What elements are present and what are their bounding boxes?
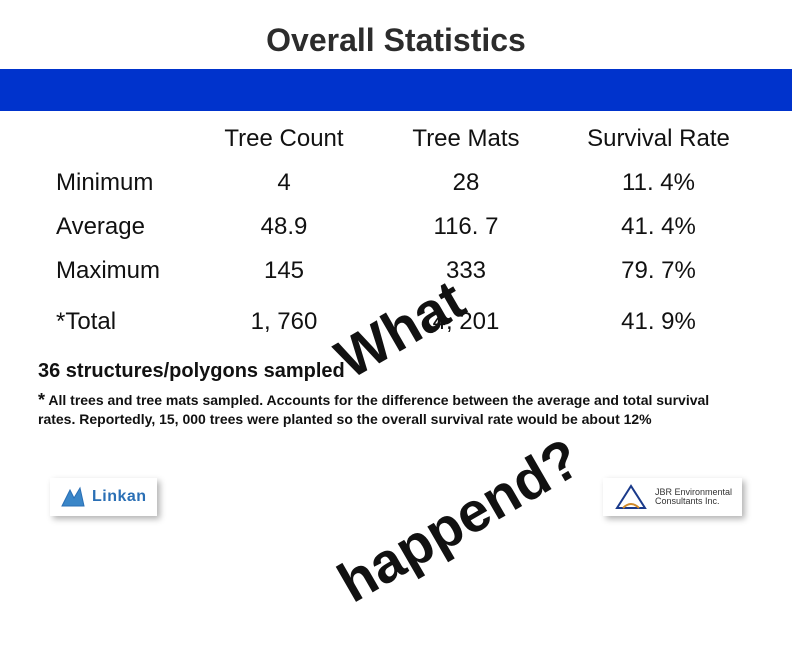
cell-survival: 41. 4%	[571, 205, 746, 249]
jbr-mark-icon	[613, 482, 649, 512]
logo-linkan: Linkan	[50, 478, 157, 516]
logo-bar: Linkan JBR Environmental Consultants Inc…	[0, 478, 792, 516]
logo-jbr: JBR Environmental Consultants Inc.	[603, 478, 742, 516]
overlay-line2: happend?	[327, 425, 591, 615]
cell-treemats: 116. 7	[361, 205, 571, 249]
row-label: *Total	[46, 293, 207, 342]
cell-treemats: 333	[361, 249, 571, 293]
footnote-main: 36 structures/polygons sampled	[0, 342, 792, 387]
stats-table-wrap: Tree Count Tree Mats Survival Rate Minim…	[0, 111, 792, 342]
cell-treecnt: 48.9	[207, 205, 361, 249]
cell-survival: 79. 7%	[571, 249, 746, 293]
cell-survival: 11. 4%	[571, 161, 746, 205]
cell-treemats: 28	[361, 161, 571, 205]
footnote-star: *	[38, 390, 45, 410]
table-row: Average 48.9 116. 7 41. 4%	[46, 205, 746, 249]
col-header-survival: Survival Rate	[571, 111, 746, 161]
stats-table: Tree Count Tree Mats Survival Rate Minim…	[46, 111, 746, 342]
header-band	[0, 69, 792, 111]
col-header-treemats: Tree Mats	[361, 111, 571, 161]
table-row: Maximum 145 333 79. 7%	[46, 249, 746, 293]
row-label: Minimum	[46, 161, 207, 205]
table-header-row: Tree Count Tree Mats Survival Rate	[46, 111, 746, 161]
table-row-total: *Total 1, 760 4, 201 41. 9%	[46, 293, 746, 342]
linkan-mark-icon	[60, 486, 86, 508]
cell-treemats: 4, 201	[361, 293, 571, 342]
row-label: Maximum	[46, 249, 207, 293]
logo-jbr-line2: Consultants Inc.	[655, 497, 732, 506]
cell-treecnt: 145	[207, 249, 361, 293]
logo-linkan-text: Linkan	[92, 488, 147, 506]
cell-treecnt: 1, 760	[207, 293, 361, 342]
footnote-fine-text: All trees and tree mats sampled. Account…	[38, 392, 709, 428]
cell-treecnt: 4	[207, 161, 361, 205]
page-title: Overall Statistics	[0, 0, 792, 69]
cell-survival: 41. 9%	[571, 293, 746, 342]
row-label: Average	[46, 205, 207, 249]
logo-jbr-text: JBR Environmental Consultants Inc.	[655, 488, 732, 506]
col-header-treecnt: Tree Count	[207, 111, 361, 161]
footnote-fine: * All trees and tree mats sampled. Accou…	[0, 387, 792, 429]
table-row: Minimum 4 28 11. 4%	[46, 161, 746, 205]
col-header-blank	[46, 111, 207, 161]
